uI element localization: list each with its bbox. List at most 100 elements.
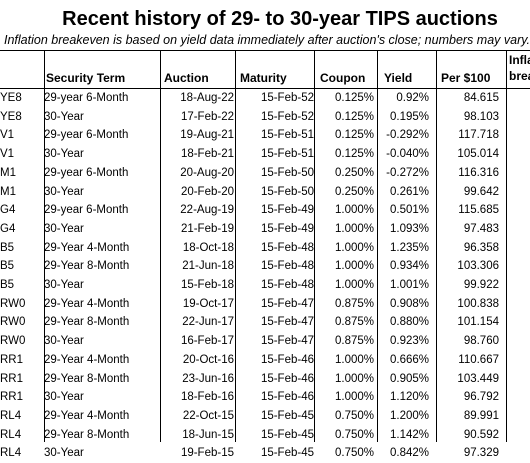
cell-coupon: 0.125% (334, 129, 374, 142)
table-row: RL4 30-Year 19-Feb-15 15-Feb-45 0.750% 0.842%… (0, 444, 530, 463)
cell-yield: 0.666% (389, 353, 429, 366)
table-row: B5 29-Year 4-Month 18-Oct-18 15-Feb-48 1.000… (0, 239, 530, 258)
header-coupon: Coupon (320, 71, 366, 85)
cell-auction-date: 18-Jun-15 (182, 428, 234, 441)
cell-maturity-date: 15-Feb-47 (260, 297, 314, 310)
cell-yield: 1.093% (389, 222, 429, 235)
table-row: M1 30-Year 20-Feb-20 15-Feb-50 0.250% 0.261% 9… (0, 183, 530, 202)
cell-coupon: 1.000% (334, 391, 374, 404)
cell-auction-date: 19-Feb-15 (180, 447, 234, 460)
table-row: V1 30-Year 18-Feb-21 15-Feb-51 0.125% -0.040%… (0, 145, 530, 164)
table-row: V1 29-year 6-Month 19-Aug-21 15-Feb-51 0.125… (0, 126, 530, 145)
cell-coupon: 1.000% (334, 279, 374, 292)
cell-cusip: V1 (0, 148, 15, 161)
cell-maturity-date: 15-Feb-50 (260, 166, 314, 179)
cell-yield: 0.261% (389, 185, 429, 198)
cell-maturity-date: 15-Feb-51 (260, 129, 314, 142)
header-bottom-border (0, 88, 530, 89)
table-row: RW0 29-Year 4-Month 19-Oct-17 15-Feb-47 0.87… (0, 295, 530, 314)
header-maturity: Maturity (240, 71, 287, 85)
cell-coupon: 0.875% (334, 316, 374, 329)
header-per-100: Per $100 (441, 71, 491, 85)
cell-security-term: 29-Year 8-Month (44, 316, 130, 329)
cell-price-per-100: 117.718 (458, 129, 499, 142)
cell-auction-date: 18-Feb-16 (180, 391, 234, 404)
cell-security-term: 29-Year 4-Month (44, 409, 130, 422)
cell-cusip: RW0 (0, 335, 26, 348)
cell-cusip: RR1 (0, 372, 24, 385)
cell-maturity-date: 15-Feb-47 (260, 335, 314, 348)
cell-cusip: V1 (0, 129, 15, 142)
cell-price-per-100: 116.316 (458, 166, 499, 179)
column-divider (160, 50, 161, 442)
cell-maturity-date: 15-Feb-48 (260, 241, 314, 254)
cell-auction-date: 23-Jun-16 (182, 372, 234, 385)
cell-price-per-100: 96.358 (463, 241, 499, 254)
cell-price-per-100: 97.329 (463, 447, 499, 460)
cell-price-per-100: 101.154 (457, 316, 499, 329)
cell-inflation-breakeven (499, 295, 530, 314)
header-yield: Yield (384, 71, 413, 85)
cell-auction-date: 19-Oct-17 (182, 297, 234, 310)
cell-price-per-100: 103.306 (457, 260, 499, 273)
cell-maturity-date: 15-Feb-49 (260, 222, 314, 235)
cell-coupon: 0.750% (334, 409, 374, 422)
cell-maturity-date: 15-Feb-52 (260, 92, 314, 104)
column-divider (44, 50, 45, 442)
cell-security-term: 30-Year (44, 279, 84, 292)
cell-inflation-breakeven (499, 89, 530, 108)
cell-cusip: RL4 (0, 409, 22, 422)
cell-yield: 0.501% (389, 204, 429, 217)
cell-coupon: 0.750% (334, 447, 374, 460)
cell-price-per-100: 98.760 (463, 335, 499, 348)
table-row: RW0 30-Year 16-Feb-17 15-Feb-47 0.875% 0.923%… (0, 332, 530, 351)
cell-inflation-breakeven (499, 388, 530, 407)
column-divider (506, 50, 507, 442)
table-row: YE8 30-Year 17-Feb-22 15-Feb-52 0.125% 0.195%… (0, 108, 530, 127)
cell-security-term: 29-Year 8-Month (44, 260, 130, 273)
cell-yield: 1.235% (389, 241, 429, 254)
cell-coupon: 1.000% (334, 372, 374, 385)
cell-yield: 1.120% (389, 391, 429, 404)
page-title: Recent history of 29- to 30-year TIPS au… (62, 8, 498, 30)
cell-price-per-100: 103.449 (457, 372, 499, 385)
cell-coupon: 0.250% (334, 185, 374, 198)
cell-cusip: G4 (0, 222, 16, 235)
cell-cusip: M1 (0, 166, 16, 179)
table-row: YE8 29-year 6-Month 18-Aug-22 15-Feb-52 0.12… (0, 89, 530, 108)
cell-auction-date: 22-Jun-17 (182, 316, 234, 329)
cell-inflation-breakeven (499, 444, 530, 463)
cell-maturity-date: 15-Feb-46 (260, 391, 314, 404)
cell-security-term: 30-Year (44, 222, 84, 235)
cell-security-term: 29-Year 4-Month (44, 241, 130, 254)
cell-auction-date: 21-Jun-18 (182, 260, 234, 273)
cell-cusip: RL4 (0, 428, 22, 441)
cell-yield: 0.195% (389, 110, 429, 123)
cell-price-per-100: 98.103 (463, 110, 499, 123)
cell-inflation-breakeven (499, 183, 530, 202)
table-row: B5 29-Year 8-Month 21-Jun-18 15-Feb-48 1.000… (0, 257, 530, 276)
cell-cusip: RR1 (0, 353, 24, 366)
cell-yield: 0.92% (396, 92, 429, 104)
cell-inflation-breakeven (499, 164, 530, 183)
cell-cusip: RL4 (0, 447, 22, 460)
cell-security-term: 29-Year 4-Month (44, 297, 130, 310)
cell-maturity-date: 15-Feb-51 (260, 148, 314, 161)
cell-maturity-date: 15-Feb-46 (260, 372, 314, 385)
table-row: G4 30-Year 21-Feb-19 15-Feb-49 1.000% 1.093% 9… (0, 220, 530, 239)
table-row: RR1 29-Year 4-Month 20-Oct-16 15-Feb-46 1.00… (0, 351, 530, 370)
auction-table: YE8 29-year 6-Month 18-Aug-22 15-Feb-52 0.12… (0, 89, 530, 463)
cell-inflation-breakeven (499, 108, 530, 127)
cell-maturity-date: 15-Feb-49 (260, 204, 314, 217)
cell-coupon: 0.875% (334, 297, 374, 310)
cell-inflation-breakeven (499, 407, 530, 426)
cell-yield: 0.934% (389, 260, 429, 273)
cell-cusip: RW0 (0, 297, 26, 310)
cell-yield: 1.142% (389, 428, 429, 441)
column-divider (235, 50, 236, 442)
cell-auction-date: 20-Oct-16 (182, 353, 234, 366)
cell-auction-date: 20-Aug-20 (180, 166, 234, 179)
cell-security-term: 29-Year 8-Month (44, 428, 130, 441)
cell-price-per-100: 115.685 (458, 204, 499, 217)
cell-price-per-100: 100.838 (457, 297, 499, 310)
